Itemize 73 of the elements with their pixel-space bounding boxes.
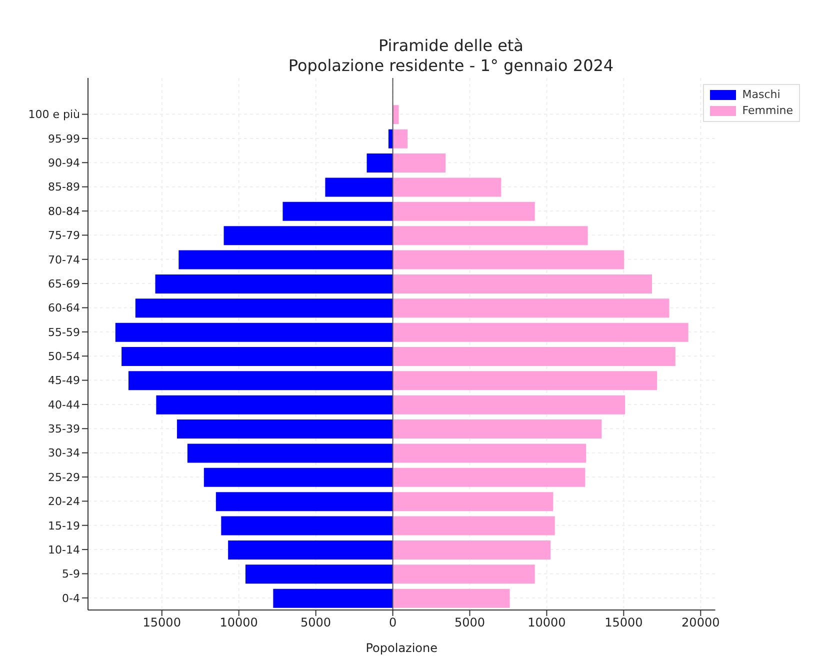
bar — [392, 154, 446, 173]
y-tick-label: 20-24 — [48, 495, 80, 508]
bar — [392, 395, 626, 414]
x-tick-label: 5000 — [454, 616, 486, 630]
bar — [392, 468, 586, 487]
y-tick-label: 10-14 — [48, 543, 80, 556]
bar — [392, 322, 688, 342]
bar — [392, 347, 676, 366]
chart-title: Piramide delle età — [378, 36, 524, 56]
bar — [392, 540, 551, 560]
bar — [392, 298, 670, 318]
bar — [178, 250, 393, 270]
x-tick-label: 0 — [388, 616, 397, 630]
chart-subtitle: Popolazione residente - 1° gennaio 2024 — [287, 56, 615, 76]
y-tick-label: 50-54 — [48, 350, 80, 363]
y-tick-label: 65-69 — [48, 277, 80, 290]
y-tick-label: 35-39 — [48, 422, 80, 436]
bar — [392, 420, 602, 439]
bar — [282, 202, 393, 221]
bar — [135, 298, 393, 318]
y-tick-label: 45-49 — [48, 374, 80, 388]
legend-label: Maschi — [742, 87, 780, 103]
bar — [155, 274, 393, 294]
bar — [366, 154, 393, 173]
x-axis-title: Popolazione — [366, 641, 438, 655]
y-tick-label: 100 e più — [28, 108, 80, 122]
bar — [392, 492, 554, 512]
legend-label: Femmine — [742, 103, 793, 119]
y-tick-label: 95-99 — [48, 132, 80, 146]
bar — [128, 371, 393, 390]
bar — [392, 250, 624, 270]
bar — [392, 564, 535, 584]
bar — [392, 371, 658, 390]
bar — [221, 516, 393, 536]
bar — [122, 347, 393, 366]
x-tick-label: 15000 — [142, 616, 181, 630]
bar — [392, 444, 586, 463]
x-tick-label: 5000 — [300, 616, 332, 630]
bar — [392, 202, 535, 221]
y-tick-label: 85-89 — [48, 180, 80, 194]
x-tick-label: 10000 — [528, 616, 566, 630]
y-tick-label: 60-64 — [48, 302, 80, 315]
y-tick-label: 15-19 — [48, 519, 80, 532]
bar — [228, 540, 393, 560]
bar — [325, 178, 393, 197]
x-tick-label: 10000 — [220, 616, 258, 630]
y-tick-label: 90-94 — [48, 156, 80, 170]
bar — [176, 420, 393, 439]
bar — [156, 395, 393, 414]
bar — [224, 226, 393, 246]
bar — [115, 322, 393, 342]
x-tick-label: 20000 — [682, 616, 720, 630]
bar — [216, 492, 393, 512]
bar — [392, 274, 652, 294]
y-tick-label: 75-79 — [48, 229, 80, 242]
bar — [273, 588, 393, 608]
y-tick-label: 25-29 — [48, 470, 80, 484]
y-tick-label: 30-34 — [48, 446, 80, 460]
bar — [392, 178, 502, 197]
y-tick-label: 80-84 — [48, 204, 80, 218]
bar — [392, 129, 408, 148]
y-tick-label: 70-74 — [48, 253, 80, 266]
y-tick-label: 40-44 — [48, 398, 80, 412]
bar — [392, 516, 555, 536]
y-tick-label: 55-59 — [48, 326, 80, 339]
bar — [204, 468, 393, 487]
bar — [187, 444, 393, 463]
x-tick-label: 15000 — [604, 616, 643, 630]
y-tick-label: 0-4 — [62, 592, 80, 605]
y-tick-label: 5-9 — [62, 568, 80, 581]
bar — [392, 226, 588, 246]
bar — [245, 564, 393, 584]
bar — [392, 588, 510, 608]
